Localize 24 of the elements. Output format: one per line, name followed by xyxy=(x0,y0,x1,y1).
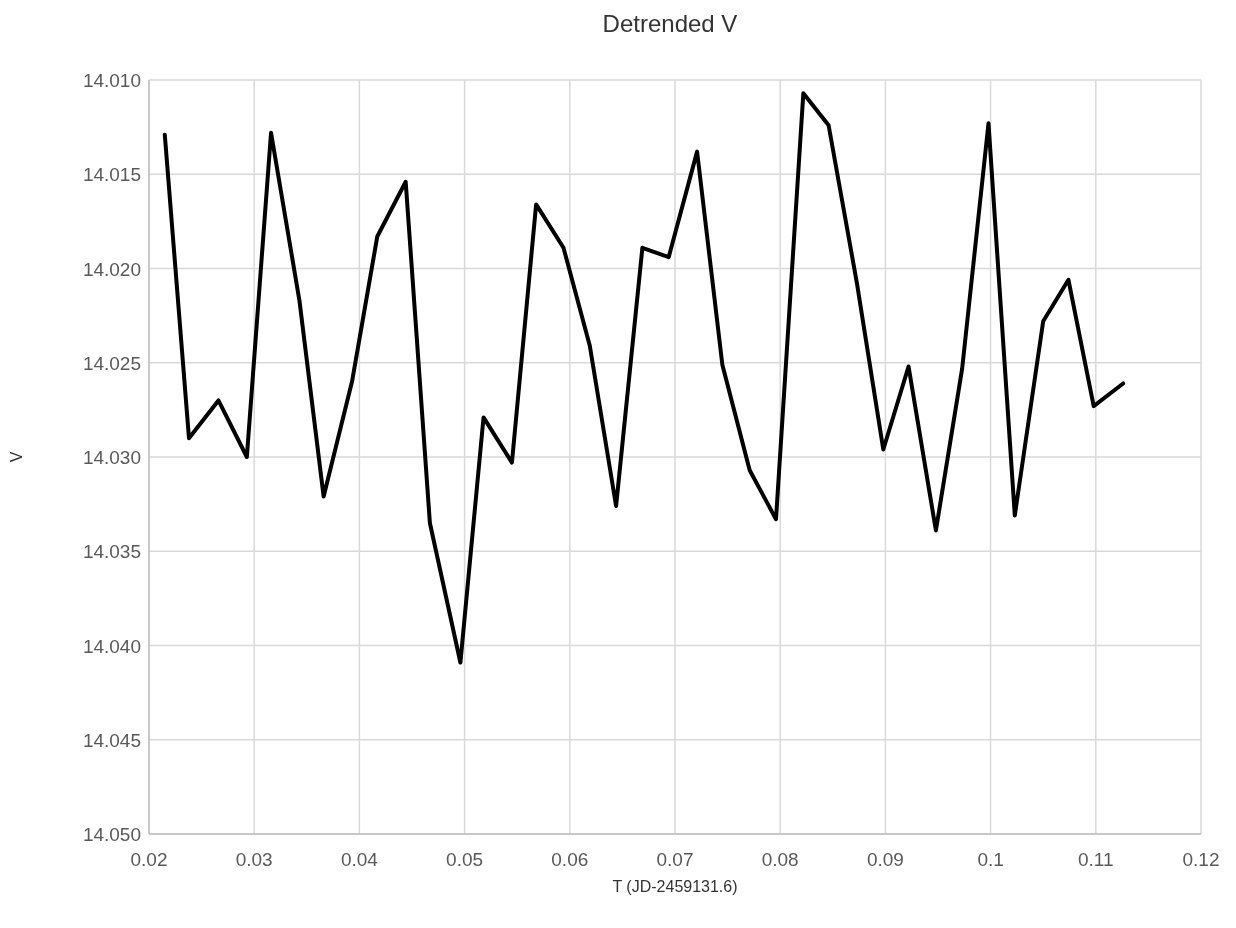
y-tick-label: 14.050 xyxy=(82,824,141,845)
x-tick-label: 0.07 xyxy=(656,849,694,870)
x-axis-title: T (JD-2459131.6) xyxy=(612,878,738,895)
x-tick-label: 0.08 xyxy=(761,849,799,870)
y-tick-label: 14.040 xyxy=(82,635,141,657)
y-tick-label: 14.045 xyxy=(82,729,141,751)
y-tick-label: 14.035 xyxy=(82,541,141,563)
line-series xyxy=(162,91,1126,665)
y-axis-title: V xyxy=(8,451,25,463)
x-tick-label: 0.1 xyxy=(977,849,1004,870)
x-tick-label: 0.06 xyxy=(551,849,589,870)
chart-title: Detrended V xyxy=(602,10,738,37)
x-tick-label: 0.05 xyxy=(446,849,484,870)
x-tick-label: 0.09 xyxy=(866,849,904,870)
x-tick-label: 0.11 xyxy=(1078,849,1114,870)
x-tick-label: 0.03 xyxy=(235,849,273,870)
x-tick-label: 0.04 xyxy=(340,849,379,870)
x-tick-label: 0.02 xyxy=(130,849,168,870)
y-tick-label: 14.020 xyxy=(82,258,141,280)
y-tick-label: 14.030 xyxy=(82,447,141,468)
y-tick-label: 14.025 xyxy=(82,352,141,374)
x-tick-label: 0.12 xyxy=(1182,849,1220,870)
y-tick-label: 14.015 xyxy=(82,164,141,186)
y-tick-label: 14.010 xyxy=(82,70,141,91)
